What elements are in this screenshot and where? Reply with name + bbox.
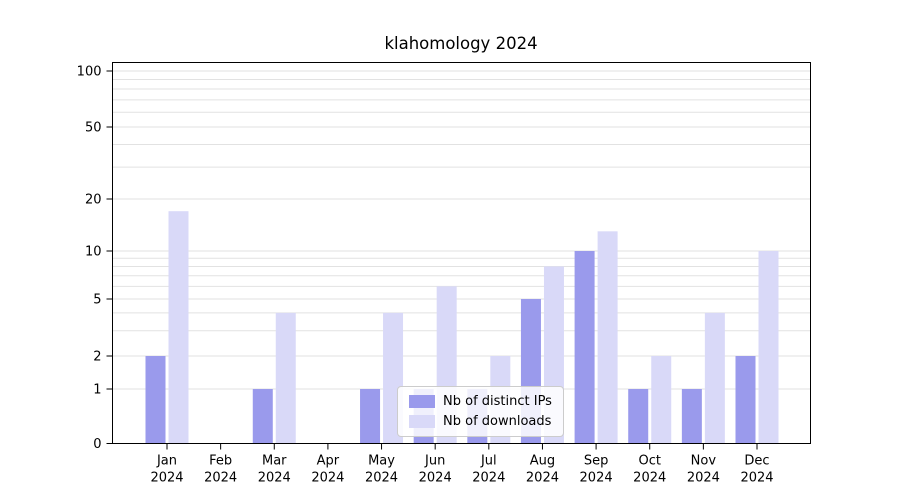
- bar-distinct-ips-jan: [145, 356, 166, 444]
- legend-label-distinct-ips: Nb of distinct IPs: [443, 394, 552, 409]
- x-tick-label-month: Aug: [530, 454, 555, 469]
- y-tick-label: 50: [85, 121, 102, 136]
- axes-frame: [112, 62, 811, 444]
- legend: Nb of distinct IPs Nb of downloads: [397, 386, 564, 437]
- bar-downloads-mar: [275, 312, 296, 444]
- x-tick-label-month: Sep: [584, 454, 609, 469]
- x-tick-label-month: May: [368, 454, 395, 469]
- y-tick-label: 2: [93, 350, 101, 365]
- x-tick-label-month: Dec: [744, 454, 769, 469]
- bar-distinct-ips-may: [360, 389, 381, 444]
- bar-distinct-ips-dec: [735, 356, 756, 444]
- x-tick-label-month: Feb: [209, 454, 232, 469]
- x-tick-label-year: 2024: [740, 471, 773, 486]
- x-tick-label-month: Apr: [317, 454, 340, 469]
- x-tick-label-year: 2024: [633, 471, 666, 486]
- bar-downloads-oct: [651, 356, 672, 444]
- bar-distinct-ips-sep: [574, 251, 595, 444]
- bar-downloads-jan: [168, 211, 189, 444]
- x-tick-label-year: 2024: [150, 471, 183, 486]
- legend-item-distinct-ips: Nb of distinct IPs: [409, 394, 552, 409]
- y-tick-label: 1: [93, 383, 101, 398]
- y-tick-label: 5: [93, 293, 101, 308]
- chart-title: klahomology 2024: [384, 34, 538, 53]
- legend-swatch-distinct-ips: [409, 395, 435, 408]
- bar-distinct-ips-oct: [628, 389, 649, 444]
- y-tick-label: 100: [77, 65, 102, 80]
- x-tick-label-month: Jun: [424, 454, 445, 469]
- x-tick-label-month: Jan: [156, 454, 177, 469]
- x-tick-label-year: 2024: [687, 471, 720, 486]
- bar-downloads-dec: [758, 251, 779, 444]
- bar-downloads-nov: [704, 312, 725, 444]
- x-tick-label-month: Jul: [480, 454, 497, 469]
- x-tick-label-year: 2024: [365, 471, 398, 486]
- x-tick-label-month: Mar: [262, 454, 287, 469]
- y-tick-label: 20: [85, 193, 102, 208]
- x-tick-label-year: 2024: [204, 471, 237, 486]
- bar-distinct-ips-mar: [252, 389, 273, 444]
- x-tick-label-year: 2024: [419, 471, 452, 486]
- x-tick-label-year: 2024: [311, 471, 344, 486]
- x-tick-label-year: 2024: [580, 471, 613, 486]
- bar-downloads-sep: [597, 231, 618, 444]
- x-tick-label-year: 2024: [258, 471, 291, 486]
- bar-distinct-ips-nov: [681, 389, 702, 444]
- x-tick-label-year: 2024: [526, 471, 559, 486]
- legend-label-downloads: Nb of downloads: [443, 414, 552, 429]
- y-tick-label: 10: [85, 245, 102, 260]
- x-tick-label-month: Nov: [691, 454, 717, 469]
- x-tick-label-month: Oct: [638, 454, 660, 469]
- y-tick-label: 0: [93, 437, 101, 452]
- legend-item-downloads: Nb of downloads: [409, 414, 552, 429]
- x-tick-label-year: 2024: [472, 471, 505, 486]
- legend-swatch-downloads: [409, 415, 435, 428]
